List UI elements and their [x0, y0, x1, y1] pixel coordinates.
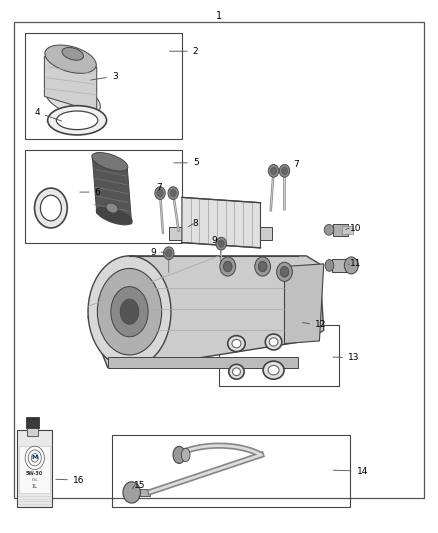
Text: 7: 7: [293, 160, 299, 169]
Circle shape: [268, 165, 279, 177]
Ellipse shape: [233, 368, 240, 376]
Bar: [219, 325, 339, 386]
Ellipse shape: [106, 203, 118, 213]
Circle shape: [163, 247, 174, 260]
Text: 7: 7: [156, 183, 162, 192]
Polygon shape: [285, 264, 324, 344]
Circle shape: [170, 189, 176, 197]
Bar: [19, 446, 50, 494]
Ellipse shape: [228, 336, 245, 352]
Text: 8: 8: [193, 220, 198, 229]
Bar: [332, 259, 349, 272]
Ellipse shape: [232, 340, 241, 348]
Circle shape: [218, 240, 224, 247]
Circle shape: [157, 189, 163, 197]
Text: OIL: OIL: [32, 478, 38, 482]
Ellipse shape: [229, 365, 244, 379]
Ellipse shape: [35, 188, 67, 228]
Ellipse shape: [40, 195, 61, 221]
Bar: [26, 417, 39, 428]
Ellipse shape: [62, 47, 84, 60]
Ellipse shape: [324, 224, 334, 235]
Ellipse shape: [48, 106, 106, 135]
Ellipse shape: [325, 260, 334, 271]
Text: 4: 4: [34, 108, 61, 121]
Circle shape: [155, 187, 165, 199]
Ellipse shape: [88, 256, 171, 368]
Ellipse shape: [111, 287, 148, 337]
Text: 11: 11: [350, 260, 361, 268]
Text: 9: 9: [150, 248, 155, 257]
Circle shape: [344, 257, 358, 274]
Ellipse shape: [269, 338, 278, 346]
Bar: [25, 150, 182, 243]
Bar: [342, 225, 353, 233]
Text: 14: 14: [333, 467, 368, 475]
Ellipse shape: [97, 269, 162, 355]
Circle shape: [123, 482, 141, 503]
Polygon shape: [44, 56, 97, 112]
Bar: [25, 33, 182, 139]
Circle shape: [258, 261, 267, 272]
Circle shape: [168, 187, 178, 199]
Ellipse shape: [181, 448, 190, 462]
Text: 3: 3: [91, 71, 118, 80]
Text: 16: 16: [56, 476, 84, 484]
Ellipse shape: [263, 361, 284, 379]
Polygon shape: [182, 197, 261, 248]
Bar: [27, 427, 38, 436]
Bar: [332, 224, 348, 236]
Text: 10: 10: [350, 224, 361, 233]
Ellipse shape: [120, 299, 139, 324]
Ellipse shape: [173, 447, 185, 463]
Text: 1L: 1L: [32, 484, 38, 489]
Circle shape: [216, 237, 226, 250]
Bar: [112, 435, 350, 507]
Text: 2: 2: [170, 47, 198, 55]
Circle shape: [282, 167, 288, 174]
Circle shape: [280, 266, 289, 277]
Bar: [138, 489, 150, 496]
Circle shape: [223, 261, 232, 272]
Text: 12: 12: [303, 320, 326, 329]
Circle shape: [166, 249, 172, 257]
Text: 15: 15: [134, 481, 145, 490]
Ellipse shape: [45, 82, 100, 116]
Circle shape: [220, 257, 236, 276]
Text: 9: 9: [211, 237, 217, 246]
Ellipse shape: [57, 111, 98, 130]
Ellipse shape: [268, 366, 279, 375]
Circle shape: [271, 167, 277, 174]
Ellipse shape: [96, 207, 132, 225]
Text: M: M: [32, 455, 38, 461]
Bar: [258, 227, 272, 240]
Ellipse shape: [265, 334, 282, 350]
Text: 5W-30: 5W-30: [26, 471, 43, 477]
Ellipse shape: [45, 45, 96, 74]
Polygon shape: [92, 158, 132, 224]
Circle shape: [279, 165, 290, 177]
Polygon shape: [88, 256, 324, 368]
Text: 13: 13: [333, 353, 359, 362]
Polygon shape: [108, 357, 297, 368]
Circle shape: [277, 262, 292, 281]
Text: 5: 5: [174, 158, 198, 167]
Bar: [17, 430, 52, 507]
Text: 6: 6: [80, 188, 100, 197]
Bar: [169, 227, 184, 240]
Circle shape: [255, 257, 271, 276]
Bar: [14, 22, 424, 498]
Ellipse shape: [92, 152, 128, 171]
Text: 1: 1: [216, 11, 222, 21]
